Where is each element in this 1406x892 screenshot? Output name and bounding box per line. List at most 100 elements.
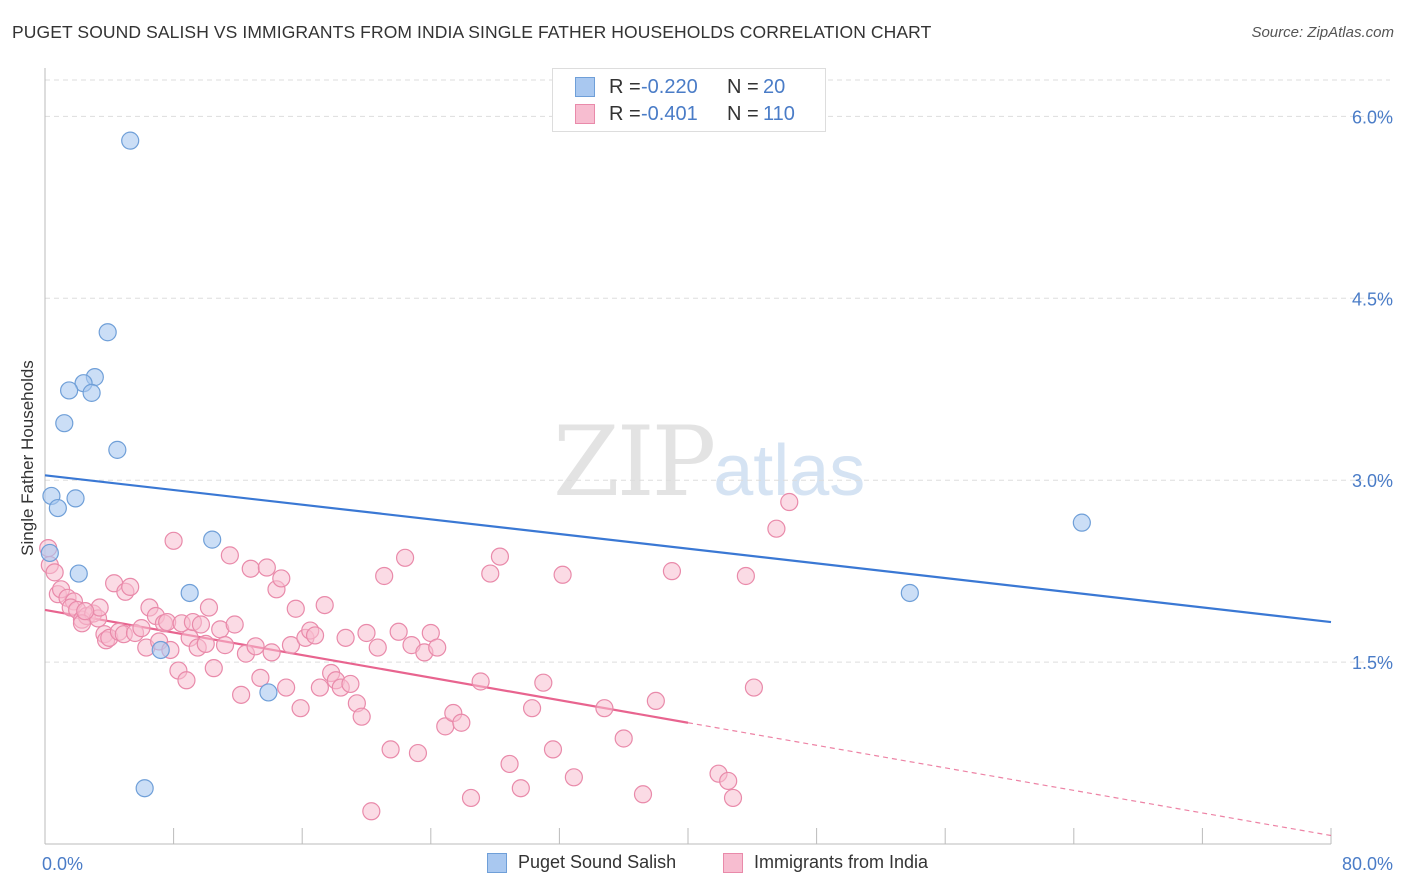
trend-line-india [44,608,689,724]
point-immigrants-from-india [45,563,64,582]
point-immigrants-from-india [564,768,583,787]
point-puget-sound-salish [66,489,85,508]
point-puget-sound-salish [203,530,222,549]
point-immigrants-from-india [76,602,95,621]
point-immigrants-from-india [471,672,490,691]
point-immigrants-from-india [614,729,633,748]
bottom-legend-label-salish: Puget Sound Salish [518,852,677,872]
legend-row-salish: R = -0.220 N = 20 [575,75,785,99]
point-immigrants-from-india [368,638,387,657]
point-puget-sound-salish [1072,513,1091,532]
point-puget-sound-salish [98,323,117,342]
bottom-legend-swatch-salish [487,852,507,873]
legend-n-label: N = [727,75,759,98]
series-puget-sound-salish [40,131,1091,798]
legend-r-label: R = [609,75,641,98]
point-immigrants-from-india [246,637,265,656]
y-tick-label: 1.5% [1352,653,1393,673]
point-immigrants-from-india [191,615,211,634]
point-puget-sound-salish [151,640,170,660]
legend-swatch-salish [575,77,595,97]
series-immigrants-from-india [39,492,799,821]
point-immigrants-from-india [428,638,447,657]
point-immigrants-from-india [595,699,614,718]
legend-r-value: -0.401 [641,102,698,125]
x-tick-label-max: 80.0% [1342,854,1393,874]
watermark: ZIPatlas [553,406,865,518]
point-puget-sound-salish [55,414,74,433]
y-tick-label: 3.0% [1352,471,1393,491]
point-immigrants-from-india [257,558,276,577]
y-axis-label: Single Father Households [18,360,37,556]
point-immigrants-from-india [315,595,334,615]
point-immigrants-from-india [215,636,235,655]
point-immigrants-from-india [220,546,239,565]
point-immigrants-from-india [662,562,682,581]
point-immigrants-from-india [291,699,310,718]
point-immigrants-from-india [490,547,510,566]
trend-line-india-extension [687,722,1332,837]
point-puget-sound-salish [180,583,199,603]
point-immigrants-from-india [262,643,281,662]
point-puget-sound-salish [82,383,101,402]
point-immigrants-from-india [736,566,755,586]
bottom-legend-india[interactable]: Immigrants from India [723,852,928,873]
legend-r-label: R = [609,102,641,125]
point-immigrants-from-india [121,577,140,597]
point-immigrants-from-india [251,668,270,687]
point-immigrants-from-india [199,598,219,617]
point-immigrants-from-india [500,754,519,774]
point-immigrants-from-india [767,519,786,538]
point-immigrants-from-india [362,802,381,821]
point-immigrants-from-india [744,678,764,697]
point-puget-sound-salish [40,543,59,563]
point-puget-sound-salish [108,440,127,459]
point-puget-sound-salish [60,381,79,400]
point-immigrants-from-india [357,623,376,643]
point-immigrants-from-india [780,492,799,512]
point-immigrants-from-india [272,569,291,588]
point-immigrants-from-india [481,564,500,583]
point-immigrants-from-india [281,636,301,655]
point-immigrants-from-india [723,788,743,808]
legend-r-value: -0.220 [641,75,698,98]
axes [44,68,1332,845]
bottom-legend-label-india: Immigrants from India [754,852,929,872]
watermark-zip: ZIP [553,406,716,518]
legend-n-value: 20 [763,75,786,98]
point-immigrants-from-india [553,565,572,584]
point-immigrants-from-india [375,566,394,586]
point-immigrants-from-india [305,626,325,645]
point-immigrants-from-india [511,779,530,798]
legend-swatch-india [575,104,595,124]
point-immigrants-from-india [241,559,260,578]
point-immigrants-from-india [719,771,738,791]
point-immigrants-from-india [633,785,653,804]
point-immigrants-from-india [196,634,215,654]
point-immigrants-from-india [461,788,481,808]
bottom-legend-salish[interactable]: Puget Sound Salish [487,852,676,873]
legend-row-india: R = -0.401 N = 110 [575,102,795,126]
point-immigrants-from-india [310,678,329,697]
point-immigrants-from-india [389,622,408,641]
trend-line-salish [44,474,1332,624]
point-puget-sound-salish [259,683,278,702]
point-immigrants-from-india [277,678,296,697]
tick-labels: 1.5% 3.0% 4.5% 6.0% 0.0% 80.0% [42,107,1393,874]
point-immigrants-from-india [522,699,542,718]
point-immigrants-from-india [452,713,471,732]
point-immigrants-from-india [543,740,563,759]
trend-lines [44,474,1332,837]
point-immigrants-from-india [177,671,196,690]
point-immigrants-from-india [164,531,183,550]
point-immigrants-from-india [232,685,251,704]
bottom-legend-swatch-india [723,852,743,873]
chart-title: PUGET SOUND SALISH VS IMMIGRANTS FROM IN… [12,22,932,42]
point-immigrants-from-india [336,628,355,647]
point-immigrants-from-india [395,548,415,567]
point-immigrants-from-india [408,743,428,763]
y-tick-label: 4.5% [1352,289,1393,309]
point-immigrants-from-india [534,673,553,692]
point-immigrants-from-india [341,674,360,694]
point-immigrants-from-india [646,691,665,711]
